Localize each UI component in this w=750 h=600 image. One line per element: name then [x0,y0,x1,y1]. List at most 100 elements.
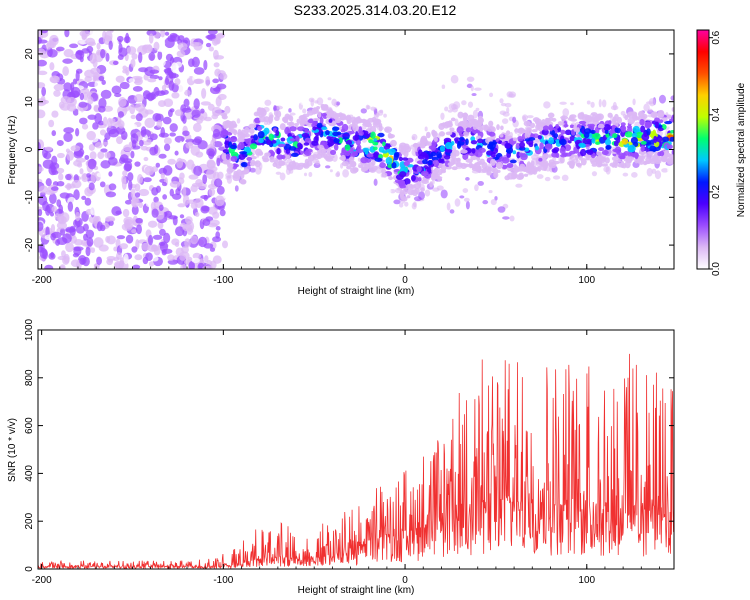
spectrogram-cell [38,82,46,89]
spectrogram-cell [559,156,565,164]
spectrogram-cell [51,205,58,213]
spectrogram-cell [118,157,126,164]
spectrogram-cell [291,152,299,158]
spectrogram-cell [480,124,488,131]
spectrogram-cell [97,151,105,160]
spectrogram-cell [454,118,459,127]
top-ytick-label: -10 [24,190,35,205]
spectrogram-cell [542,125,550,131]
spectrogram-cell [402,187,409,195]
spectrogram-cell [360,156,369,164]
colorbar-ticks: 0.0 0.2 0.4 0.6 [709,30,722,276]
spectrogram-cell [118,96,127,108]
spectrogram-cell [137,174,144,184]
spectrogram-cell [444,149,453,153]
spectrogram-cell [476,138,484,144]
spectrogram-cell [607,112,613,118]
spectrogram-cell [147,78,157,83]
spectrogram-cell [94,142,103,149]
spectrogram-cell [454,198,461,207]
spectrogram-cell [200,101,211,106]
spectrogram-cell [200,194,210,200]
spectrogram-cell [471,92,477,97]
spectrogram-cell [307,154,315,162]
spectrogram-cell [82,173,87,180]
spectrogram-cell [326,138,335,147]
spectrogram-cell [352,134,360,141]
spectrogram-cell [179,214,185,219]
spectrogram-cell [226,161,231,166]
top-ytick-label: 10 [24,96,35,108]
spectrogram-cell [238,153,246,160]
spectrogram-cell [254,117,261,124]
spectrogram-cell [648,98,656,107]
spectrogram-cell [586,100,591,105]
spectrogram-cell [243,132,250,138]
spectrogram-cell [108,128,120,138]
spectrogram-cell [598,147,605,152]
spectrogram-cell [299,115,307,119]
spectrogram-cell [654,121,659,129]
spectrogram-cell [422,159,428,165]
spectrogram-cell [576,162,583,167]
spectrogram-cell [38,221,44,232]
spectrogram-cell [71,179,82,189]
spectrogram-cell [230,155,238,162]
spectrogram-cell [308,97,315,103]
spectrogram-cell [504,175,511,181]
spectrogram-cell [148,52,156,61]
spectrogram-cell [340,128,346,133]
spectrogram-cell [640,140,647,145]
spectrogram-cell [266,139,272,146]
spectrogram-cell [570,102,574,106]
spectrogram-cell [439,145,446,152]
spectrogram-cell [57,213,65,224]
spectrogram-cell [138,188,150,197]
spectrogram-cell [232,175,241,182]
spectrogram-cell [153,41,160,51]
spectrogram-cell [619,126,626,130]
spectrogram-cell [621,138,629,145]
spectrogram-cell [425,131,431,139]
spectrogram-cell [360,166,367,173]
spectrogram-cell [604,139,612,146]
spectrogram-cell [640,125,646,133]
spectrogram-cell [570,118,577,122]
spectrogram-cell [127,172,134,182]
spectrogram-cell [153,196,159,203]
spectrogram-cell [450,153,457,159]
top-x-axis: -200 -100 0 100 [32,30,660,286]
spectrogram-cell [612,133,618,139]
spectrogram-cell [300,99,308,106]
top-ytick-label: 20 [24,48,35,60]
spectrogram-cell [62,58,73,64]
spectrogram-cell [227,168,235,173]
spectrogram-cell [541,128,549,136]
spectrogram-cell [79,117,88,125]
spectrogram-cell [205,42,212,48]
spectrogram-cell [117,111,125,118]
spectrogram-cell [202,265,210,269]
spectrogram-cell [323,104,328,110]
spectrogram-cell [121,130,128,140]
spectrogram-cell [488,141,494,147]
bottom-x-axis-label: Height of straight line (km) [298,585,415,596]
spectrogram-cell [382,153,389,158]
spectrogram-cell [61,250,66,258]
spectrogram-cell [207,222,218,228]
spectrogram-cell [81,123,89,130]
spectrogram-cell [74,239,84,246]
spectrogram-cell [192,122,202,133]
spectrogram-cell [666,144,673,150]
spectrogram-cell [646,167,653,177]
spectrogram-cell [451,166,458,171]
spectrogram-cell [354,117,360,122]
spectrogram-cell [288,146,297,151]
spectrogram-cell [79,168,84,175]
spectrogram-cell [84,197,92,206]
spectrogram-cell [591,171,598,177]
bottom-ytick-label: 400 [24,465,35,482]
bottom-xtick-label: 100 [578,575,595,586]
spectrogram-cell [159,39,166,48]
top-y-axis: -20 -10 0 10 20 [24,48,674,252]
